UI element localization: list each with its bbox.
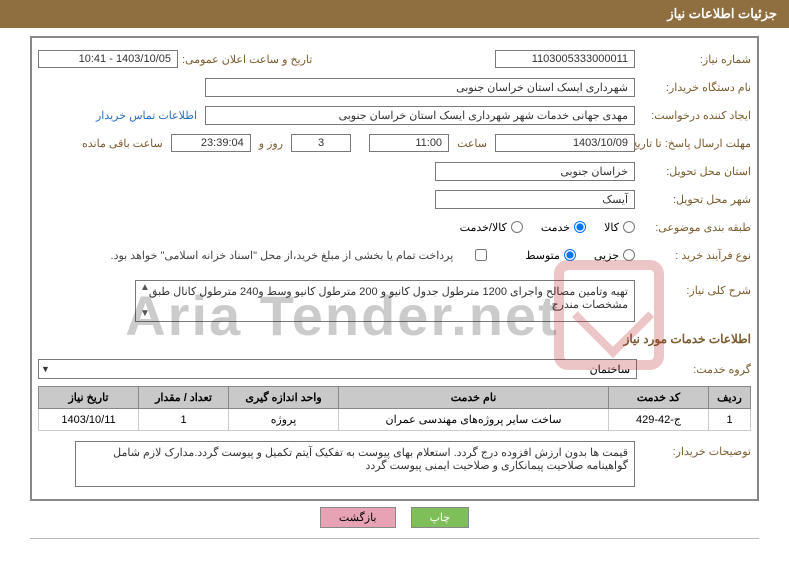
delivery-province-label: استان محل تحویل: (639, 165, 751, 178)
services-section-title: اطلاعات خدمات مورد نیاز (624, 332, 751, 346)
need-no-label: شماره نیاز: (639, 53, 751, 66)
table-header-row: ردیف کد خدمت نام خدمت واحد اندازه گیری ت… (39, 387, 751, 409)
buyer-notes-text: قیمت ها بدون ارزش افزوده درج گردد. استعل… (113, 447, 628, 472)
deadline-time-field: 11:00 (369, 134, 449, 152)
buyer-notes-label: توضیحات خریدار: (639, 441, 751, 458)
th-code: کد خدمت (609, 387, 709, 409)
button-row: چاپ بازگشت (0, 507, 789, 528)
payment-note: پرداخت تمام یا بخشی از مبلغ خرید،از محل … (111, 249, 454, 262)
buyer-contact-link[interactable]: اطلاعات تماس خریدار (96, 109, 197, 122)
radio-goods[interactable]: کالا (604, 221, 635, 234)
need-no-field: 1103005333000011 (495, 50, 635, 68)
announce-field: 1403/10/05 - 10:41 (38, 50, 178, 68)
cell-row: 1 (709, 409, 751, 431)
chevron-down-icon: ▼ (41, 364, 50, 374)
delivery-city-label: شهر محل تحویل: (639, 193, 751, 206)
page-title: جزئیات اطلاعات نیاز (667, 6, 777, 21)
cell-unit: پروژه (229, 409, 339, 431)
checkbox-payment[interactable] (471, 249, 487, 261)
page-header: جزئیات اطلاعات نیاز (0, 0, 789, 28)
cell-qty: 1 (139, 409, 229, 431)
form-panel: شماره نیاز: 1103005333000011 تاریخ و ساع… (30, 36, 759, 501)
days-and-label: روز و (259, 137, 283, 150)
cell-name: ساخت سایر پروژه‌های مهندسی عمران (339, 409, 609, 431)
back-button[interactable]: بازگشت (320, 507, 396, 528)
spinner-icon[interactable]: ▲▼ (138, 283, 152, 319)
buyer-org-field: شهرداری ایسک استان خراسان جنوبی (205, 78, 635, 97)
th-unit: واحد اندازه گیری (229, 387, 339, 409)
category-label: طبقه بندی موضوعی: (639, 221, 751, 234)
cell-code: ج-42-429 (609, 409, 709, 431)
time-label: ساعت (457, 137, 487, 150)
delivery-city-field: آیسک (435, 190, 635, 209)
table-row: 1 ج-42-429 ساخت سایر پروژه‌های مهندسی عم… (39, 409, 751, 431)
th-qty: تعداد / مقدار (139, 387, 229, 409)
footer-divider (30, 538, 759, 539)
requester-label: ایجاد کننده درخواست: (639, 109, 751, 122)
radio-service[interactable]: خدمت (541, 221, 586, 234)
radio-goods-service[interactable]: کالا/خدمت (460, 221, 523, 234)
announce-label: تاریخ و ساعت اعلان عمومی: (182, 53, 312, 66)
requester-field: مهدی جهانی خدمات شهر شهرداری ایسک استان … (205, 106, 635, 125)
th-name: نام خدمت (339, 387, 609, 409)
process-type-label: نوع فرآیند خرید : (639, 249, 751, 262)
radio-minor[interactable]: جزیی (594, 249, 635, 262)
th-date: تاریخ نیاز (39, 387, 139, 409)
buyer-notes-box: قیمت ها بدون ارزش افزوده درج گردد. استعل… (75, 441, 635, 487)
service-group-select[interactable]: ساختمان ▼ (38, 359, 637, 379)
countdown-field: 23:39:04 (171, 134, 251, 152)
radio-medium[interactable]: متوسط (525, 249, 576, 262)
need-desc-text: تهیه وتامین مصالح واجرای 1200 مترطول جدو… (149, 286, 628, 311)
buyer-org-label: نام دستگاه خریدار: (639, 81, 751, 94)
remaining-label: ساعت باقی مانده (82, 137, 163, 150)
need-desc-box: تهیه وتامین مصالح واجرای 1200 مترطول جدو… (135, 280, 635, 322)
deadline-label: مهلت ارسال پاسخ: تا تاریخ: (639, 137, 751, 150)
print-button[interactable]: چاپ (411, 507, 470, 528)
services-table: ردیف کد خدمت نام خدمت واحد اندازه گیری ت… (38, 386, 751, 431)
deadline-date-field: 1403/10/09 (495, 134, 635, 152)
th-row: ردیف (709, 387, 751, 409)
days-field: 3 (291, 134, 351, 152)
cell-date: 1403/10/11 (39, 409, 139, 431)
delivery-province-field: خراسان جنوبی (435, 162, 635, 181)
need-desc-label: شرح کلی نیاز: (639, 280, 751, 297)
service-group-value: ساختمان (590, 363, 630, 376)
service-group-label: گروه خدمت: (641, 363, 751, 376)
